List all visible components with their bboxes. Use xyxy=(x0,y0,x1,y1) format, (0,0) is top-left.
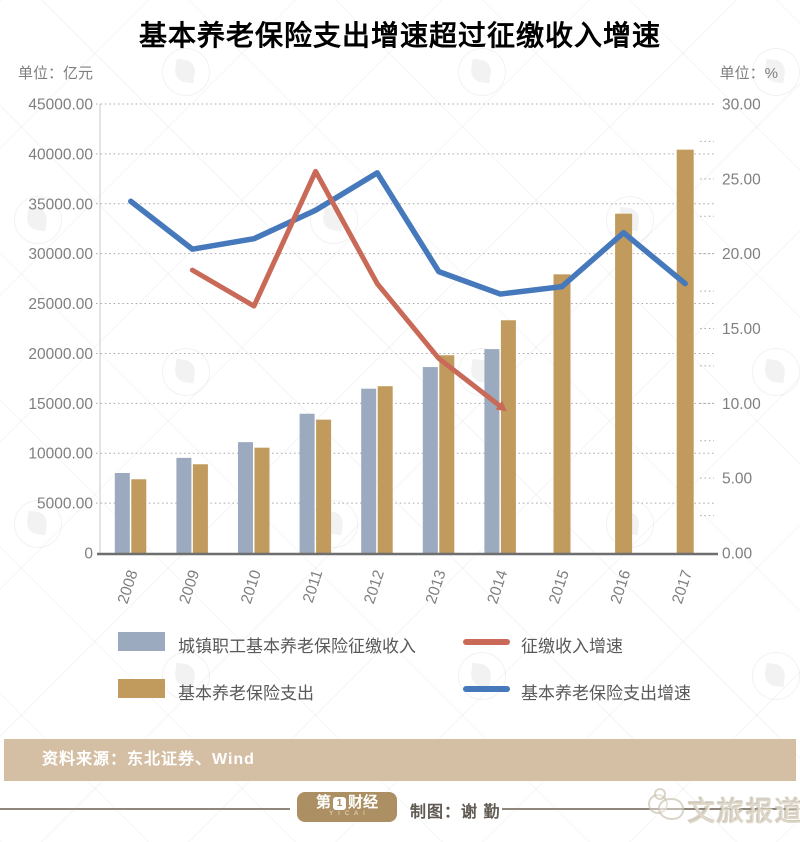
right-axis-tick-label: 5.00 xyxy=(722,471,753,488)
bar-expense xyxy=(439,355,455,553)
footer-divider-left xyxy=(0,808,290,810)
x-axis-year-label: 2014 xyxy=(484,568,511,606)
left-axis-tick-label: 25000.00 xyxy=(28,296,93,313)
logo-one-icon: 1 xyxy=(333,796,346,810)
combo-chart-svg: 45000.00 40000.00 35000.00 30000.00 25000.00… xyxy=(28,97,761,607)
income-growth-arrowhead xyxy=(495,400,507,412)
right-axis-tick-label: 0.00 xyxy=(722,546,753,563)
right-axis-tick-label: 30.00 xyxy=(722,97,761,114)
bar-income xyxy=(361,388,377,553)
legend-label-expense-growth-line: 基本养老保险支出增速 xyxy=(521,684,691,703)
x-axis-year-label: 2016 xyxy=(608,568,635,606)
x-axis-year-label: 2009 xyxy=(176,568,203,606)
right-axis-tick-label: 25.00 xyxy=(722,171,761,188)
logo-text-left: 第 xyxy=(315,794,331,811)
bar-expense xyxy=(254,447,270,553)
left-axis-tick-label: 5000.00 xyxy=(37,496,93,513)
bar-expense xyxy=(553,274,571,553)
bar-income xyxy=(484,349,500,553)
expense-growth-line xyxy=(128,170,688,297)
bar-expense xyxy=(676,149,694,553)
combo-chart: 45000.00 40000.00 35000.00 30000.00 25000.00… xyxy=(28,97,761,607)
x-axis-year-label: 2015 xyxy=(546,568,573,606)
legend-label-income-bar: 城镇职工基本养老保险征缴收入 xyxy=(178,637,416,656)
left-axis-tick-label: 35000.00 xyxy=(28,196,93,213)
x-axis-year-label: 2011 xyxy=(300,568,326,605)
data-source-text: 资料来源：东北证券、Wind xyxy=(42,751,255,768)
right-axis-tick-label: 20.00 xyxy=(722,246,761,263)
left-axis-tick-label: 40000.00 xyxy=(28,146,93,163)
left-axis-tick-label: 30000.00 xyxy=(28,246,93,263)
watermark-text: 文旅报道 xyxy=(688,797,800,827)
bar-expense xyxy=(192,464,208,553)
legend-swatch-income-growth-line xyxy=(463,639,510,645)
bar-income xyxy=(299,413,315,553)
left-axis-unit-label: 单位：亿元 xyxy=(18,65,94,82)
watermark-doodle-icon xyxy=(648,788,686,822)
x-axis-year-label: 2013 xyxy=(423,568,450,606)
x-axis-year-label: 2010 xyxy=(238,568,265,606)
source-band: 资料来源：东北证券、Wind xyxy=(4,739,796,781)
bar-expense xyxy=(316,419,332,553)
bar-expense xyxy=(500,320,516,553)
right-axis-tick-label: 15.00 xyxy=(722,321,761,338)
right-axis-unit-label: 单位：% xyxy=(719,65,778,82)
legend-swatch-expense-growth-line xyxy=(463,686,510,692)
left-axis-tick-label: 15000.00 xyxy=(28,396,93,413)
legend-label-expense-bar: 基本养老保险支出 xyxy=(178,684,314,703)
x-axis-year-label: 2017 xyxy=(669,568,696,606)
left-axis-tick-label: 10000.00 xyxy=(28,446,93,463)
chart-title: 基本养老保险支出增速超过征缴收入增速 xyxy=(138,20,661,51)
logo-subtext: YICAI xyxy=(329,811,370,817)
legend-label-income-growth-line: 征缴收入增速 xyxy=(521,637,623,656)
bar-income xyxy=(238,442,253,553)
yicai-logo-wordmark: 第 1 财经 xyxy=(315,794,379,811)
left-axis-tick-label: 45000.00 xyxy=(28,97,93,114)
bar-expense xyxy=(377,386,393,553)
credit-text: 制图：谢 勤 xyxy=(410,804,501,821)
right-axis-tick-label: 10.00 xyxy=(722,396,761,413)
bar-expense xyxy=(131,479,147,553)
bar-income xyxy=(422,367,438,553)
bar-income xyxy=(176,457,192,553)
left-axis-tick-label: 20000.00 xyxy=(28,346,93,363)
x-axis-year-label: 2008 xyxy=(115,568,142,606)
left-axis-tick-label: 0 xyxy=(84,546,93,563)
legend-swatch-expense-bar xyxy=(118,679,165,698)
yicai-logo: 第 1 财经 YICAI xyxy=(297,792,397,822)
legend-swatch-income-bar xyxy=(118,632,165,651)
income-growth-line xyxy=(189,168,503,409)
logo-text-right: 财经 xyxy=(348,794,379,811)
bar-income xyxy=(114,473,130,553)
x-axis-year-label: 2012 xyxy=(361,568,388,606)
bar-expense xyxy=(615,213,633,553)
